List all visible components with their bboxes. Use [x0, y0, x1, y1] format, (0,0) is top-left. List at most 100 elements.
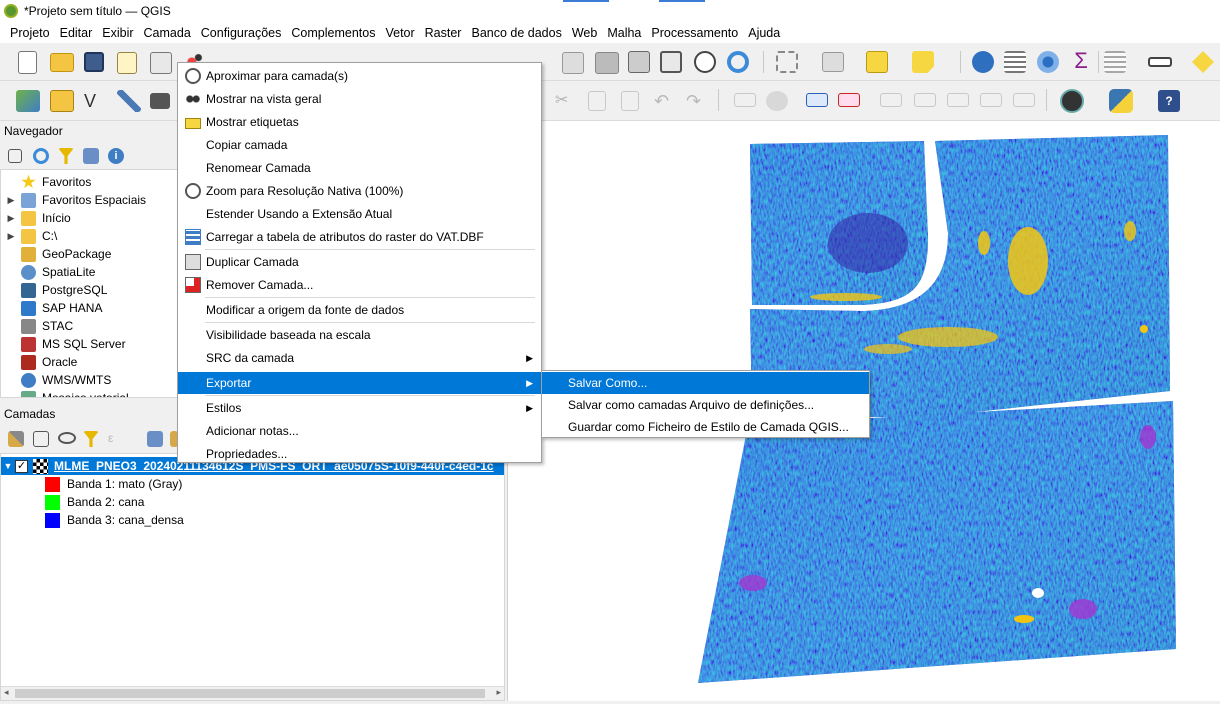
- menu-processamento[interactable]: Processamento: [651, 25, 739, 40]
- context-menu-item[interactable]: Duplicar Camada: [178, 251, 541, 273]
- context-menu-item[interactable]: Adicionar notas...: [178, 420, 541, 442]
- collapse-layers-icon[interactable]: [170, 431, 178, 447]
- menu-web[interactable]: Web: [571, 25, 598, 40]
- layer-labeling-icon[interactable]: [806, 93, 828, 107]
- expand-arrow-icon[interactable]: ▶: [7, 230, 15, 241]
- menu-banco-de-dados[interactable]: Banco de dados: [471, 25, 562, 40]
- context-menu-item[interactable]: Propriedades...: [178, 443, 541, 465]
- context-menu-item[interactable]: Mostrar na vista geral: [178, 88, 541, 110]
- band-legend-item[interactable]: Banda 1: mato (Gray): [45, 475, 182, 493]
- add-raster-icon[interactable]: [150, 93, 170, 109]
- attribute-table-toolbar-icon[interactable]: [1004, 51, 1026, 73]
- filter-icon[interactable]: [58, 148, 74, 164]
- add-group-icon[interactable]: [33, 431, 49, 447]
- context-menu-item[interactable]: Renomear Camada: [178, 157, 541, 179]
- menu-ajuda[interactable]: Ajuda: [748, 25, 781, 40]
- menu-exibir[interactable]: Exibir: [102, 25, 134, 40]
- 3d-map-icon[interactable]: [595, 52, 619, 74]
- context-menu-item[interactable]: Aproximar para camada(s): [178, 65, 541, 87]
- plugin-icon[interactable]: [1060, 89, 1084, 113]
- menu-complementos[interactable]: Complementos: [291, 25, 376, 40]
- navigator-item[interactable]: STAC: [5, 317, 73, 335]
- measure-icon[interactable]: [1148, 57, 1172, 67]
- context-menu-item[interactable]: Modificar a origem da fonte de dados: [178, 299, 541, 321]
- navigator-item[interactable]: PostgreSQL: [5, 281, 107, 299]
- menu-malha[interactable]: Malha: [607, 25, 642, 40]
- help-icon[interactable]: ?: [1158, 90, 1180, 112]
- annotation-icon[interactable]: [1192, 51, 1214, 73]
- save-project-icon[interactable]: [84, 52, 104, 72]
- scrollbar-thumb[interactable]: [15, 689, 485, 698]
- horizontal-scrollbar[interactable]: ◂ ▸: [1, 686, 504, 700]
- navigator-item[interactable]: Mosaico vetorial: [5, 389, 129, 397]
- cut-icon[interactable]: ✂: [555, 92, 569, 109]
- navigator-item[interactable]: SAP HANA: [5, 299, 102, 317]
- select-location-icon[interactable]: [912, 51, 934, 73]
- filter-legend-icon[interactable]: [83, 431, 99, 447]
- select-features-icon[interactable]: [776, 51, 798, 73]
- undo-icon[interactable]: ↶: [654, 91, 670, 111]
- new-map-view-icon[interactable]: [562, 52, 584, 74]
- manage-visibility-icon[interactable]: [58, 432, 76, 444]
- expand-arrow-icon[interactable]: ▶: [7, 194, 15, 205]
- paste-icon[interactable]: [621, 91, 639, 111]
- layer-checkbox[interactable]: ✓: [15, 459, 28, 473]
- context-menu-item[interactable]: Estilos ▶: [178, 397, 541, 419]
- show-hide-label-icon[interactable]: [914, 93, 936, 107]
- redo-icon[interactable]: ↷: [686, 91, 702, 111]
- style-manager-icon[interactable]: [150, 52, 172, 74]
- navigator-item[interactable]: WMS/WMTS: [5, 371, 111, 389]
- change-label-icon[interactable]: [1013, 93, 1035, 107]
- identify-icon[interactable]: [972, 51, 994, 73]
- context-menu-item[interactable]: Mostrar etiquetas: [178, 111, 541, 133]
- statistics-icon[interactable]: Σ: [1074, 48, 1088, 73]
- data-source-manager-icon[interactable]: [16, 90, 40, 112]
- menu-projeto[interactable]: Projeto: [10, 25, 50, 40]
- expand-arrow-icon[interactable]: ▼: [3, 461, 13, 471]
- context-menu-item[interactable]: Estender Usando a Extensão Atual: [178, 203, 541, 225]
- navigator-item[interactable]: Favoritos: [5, 173, 91, 191]
- menu-configura-es[interactable]: Configurações: [200, 25, 282, 40]
- temporal-controller-icon[interactable]: [694, 51, 716, 73]
- context-menu-item[interactable]: SRC da camada ▶: [178, 347, 541, 369]
- copy-icon[interactable]: [588, 91, 606, 111]
- layer-styling-icon[interactable]: [8, 431, 24, 447]
- pin-label-icon[interactable]: [880, 93, 902, 107]
- map-canvas[interactable]: [507, 121, 1220, 701]
- scroll-left-icon[interactable]: ◂: [4, 687, 9, 697]
- select-by-value-icon[interactable]: [822, 52, 844, 72]
- refresh-navigator-icon[interactable]: [33, 148, 49, 164]
- label-toolbar-icon[interactable]: [734, 93, 756, 107]
- add-geopackage-icon[interactable]: [50, 90, 74, 112]
- bookmark-icon[interactable]: [628, 51, 650, 73]
- refresh-icon[interactable]: [727, 51, 749, 73]
- info-icon[interactable]: i: [108, 148, 124, 164]
- map-tips-icon[interactable]: [1104, 51, 1126, 73]
- context-menu-item[interactable]: Exportar ▶: [178, 372, 541, 394]
- processing-toolbox-icon[interactable]: [1037, 51, 1059, 73]
- navigator-item[interactable]: GeoPackage: [5, 245, 111, 263]
- navigator-item[interactable]: ▶ Início: [5, 209, 71, 227]
- new-project-icon[interactable]: [18, 51, 37, 74]
- context-menu-item[interactable]: Zoom para Resolução Nativa (100%): [178, 180, 541, 202]
- menu-vetor[interactable]: Vetor: [385, 25, 415, 40]
- move-label-icon[interactable]: [947, 93, 969, 107]
- open-project-icon[interactable]: [50, 53, 74, 72]
- new-print-layout-icon[interactable]: [117, 52, 137, 74]
- rotate-label-icon[interactable]: [980, 93, 1002, 107]
- show-bookmarks-icon[interactable]: [660, 51, 682, 73]
- expand-arrow-icon[interactable]: ▶: [7, 212, 15, 223]
- export-submenu-item[interactable]: Guardar como Ficheiro de Estilo de Camad…: [542, 416, 869, 438]
- python-icon[interactable]: [1109, 89, 1133, 113]
- expand-all-icon[interactable]: [147, 431, 163, 447]
- add-vector-icon[interactable]: V: [84, 91, 97, 111]
- band-legend-item[interactable]: Banda 3: cana_densa: [45, 511, 184, 529]
- navigator-item[interactable]: SpatiaLite: [5, 263, 95, 281]
- navigator-item[interactable]: ▶ Favoritos Espaciais: [5, 191, 146, 209]
- export-submenu-item[interactable]: Salvar como camadas Arquivo de definiçõe…: [542, 394, 869, 416]
- menu-camada[interactable]: Camada: [143, 25, 191, 40]
- context-menu-item[interactable]: Remover Camada...: [178, 274, 541, 296]
- context-menu-item[interactable]: Visibilidade baseada na escala: [178, 324, 541, 346]
- navigator-item[interactable]: MS SQL Server: [5, 335, 126, 353]
- deselect-icon[interactable]: [866, 51, 888, 73]
